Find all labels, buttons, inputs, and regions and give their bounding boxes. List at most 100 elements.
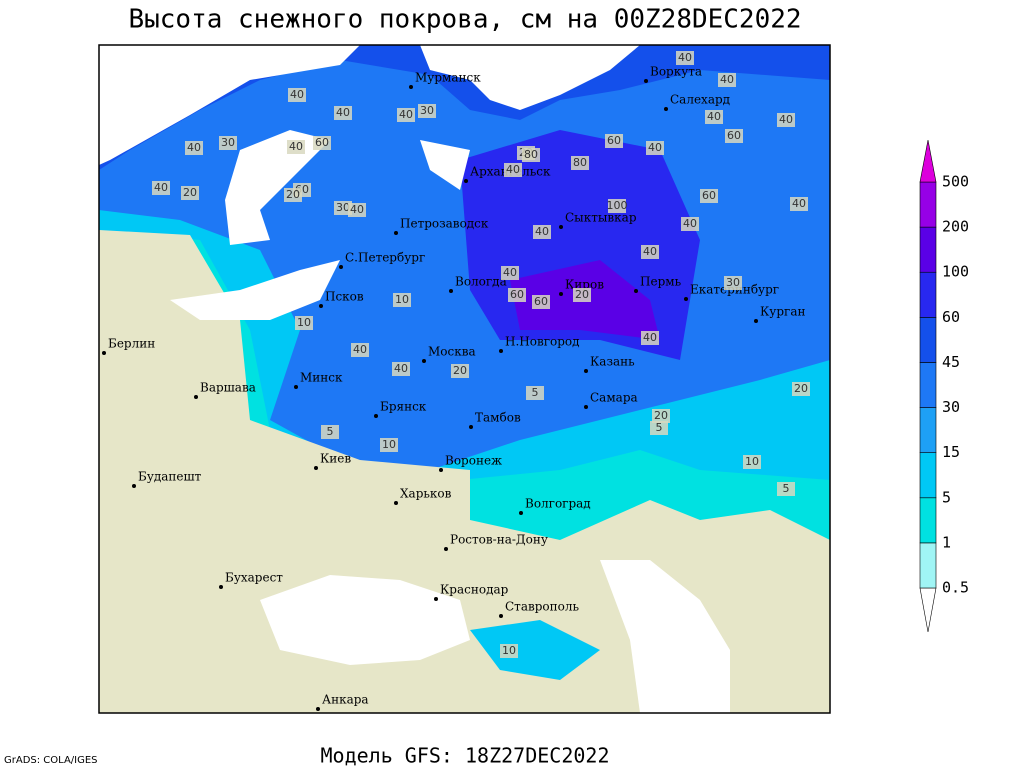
contour-label: 60 xyxy=(510,288,524,301)
contour-label-box xyxy=(650,421,668,435)
city-dot xyxy=(394,501,398,505)
city-label: Киев xyxy=(320,452,351,466)
contour-label: 40 xyxy=(154,181,168,194)
city-label: Ростов-на-Дону xyxy=(450,533,548,547)
colorbar-label: 30 xyxy=(942,398,960,416)
contour-label-box xyxy=(700,189,718,203)
contour-label: 40 xyxy=(506,163,520,176)
contour-label-box xyxy=(393,293,411,307)
contour-label-box xyxy=(724,276,742,290)
contour-label: 10 xyxy=(382,438,396,451)
contour-label: 5 xyxy=(532,386,539,399)
city-label: Самара xyxy=(590,391,638,405)
colorbar-label: 45 xyxy=(942,353,960,371)
city-label: Казань xyxy=(590,355,635,369)
city-label: Тамбов xyxy=(475,411,521,425)
contour-label-box xyxy=(313,136,331,150)
contour-label: 40 xyxy=(399,108,413,121)
contour-label-box xyxy=(501,266,519,280)
colorbar-segment xyxy=(919,317,937,363)
city-dot xyxy=(469,425,473,429)
colorbar-segment xyxy=(919,497,937,544)
city-label: Минск xyxy=(300,371,343,385)
city-label: Будапешт xyxy=(138,470,202,484)
contour-label: 40 xyxy=(350,203,364,216)
city-dot xyxy=(132,484,136,488)
contour-label-box xyxy=(295,316,313,330)
city-dot xyxy=(684,297,688,301)
city-label: С.Петербург xyxy=(345,251,425,265)
contour-label: 30 xyxy=(336,201,350,214)
contour-label: 40 xyxy=(643,245,657,258)
contour-label-box xyxy=(351,343,369,357)
contour-label: 40 xyxy=(290,88,304,101)
contour-label: 40 xyxy=(678,51,692,64)
city-dot xyxy=(519,511,523,515)
city-dot xyxy=(464,179,468,183)
contour-label-box xyxy=(533,225,551,239)
contour-label: 40 xyxy=(503,266,517,279)
city-dot xyxy=(409,85,413,89)
city-dot xyxy=(219,585,223,589)
contour-label: 80 xyxy=(524,148,538,161)
subtitle: Модель GFS: 18Z27DEC2022 xyxy=(321,744,610,768)
cities: МурманскВоркутаСалехардАрхангельскСыктыв… xyxy=(102,65,805,711)
contour-label: 10 xyxy=(502,644,516,657)
contour-label: 40 xyxy=(643,331,657,344)
contour-label: 60 xyxy=(315,136,329,149)
contour-label: 20 xyxy=(183,186,197,199)
contour-label: 40 xyxy=(289,140,303,153)
contour-label-box xyxy=(418,104,436,118)
city-dot xyxy=(316,707,320,711)
contour-label-box xyxy=(287,140,305,154)
contour-label: 30 xyxy=(221,136,235,149)
city-label: Воронеж xyxy=(445,454,502,468)
contour-label: 60 xyxy=(727,129,741,142)
city-dot xyxy=(339,265,343,269)
contour-label-box xyxy=(321,425,339,439)
city-dot xyxy=(449,289,453,293)
contour-label-box xyxy=(397,108,415,122)
contour-label-box xyxy=(777,482,795,496)
contour-label-box xyxy=(676,51,694,65)
contour-label-box xyxy=(718,73,736,87)
city-dot xyxy=(584,369,588,373)
contour-label: 40 xyxy=(535,225,549,238)
contour-label: 40 xyxy=(353,343,367,356)
contour-label: 80 xyxy=(573,156,587,169)
colorbar-label: 15 xyxy=(942,443,960,461)
contour-label: 20 xyxy=(453,364,467,377)
contour-label-box xyxy=(500,644,518,658)
contour-label: 10 xyxy=(745,455,759,468)
city-label: Москва xyxy=(428,345,476,359)
city-dot xyxy=(434,597,438,601)
contour-label-box xyxy=(777,113,795,127)
contour-label: 20 xyxy=(654,409,668,422)
city-label: Мурманск xyxy=(415,71,481,85)
contour-label: 40 xyxy=(683,217,697,230)
contour-labels: 4040604030403040204040604040808060404060… xyxy=(152,51,810,658)
contour-label-box xyxy=(219,136,237,150)
contour-label: 60 xyxy=(702,189,716,202)
city-dot xyxy=(634,289,638,293)
city-label: Ставрополь xyxy=(505,600,579,614)
city-label: Воркута xyxy=(650,65,702,79)
title: Высота снежного покрова, см на 00Z28DEC2… xyxy=(128,5,801,35)
colorbar-segment xyxy=(919,542,937,589)
city-dot xyxy=(102,351,106,355)
city-dot xyxy=(319,304,323,308)
contour-label: 10 xyxy=(297,316,311,329)
contour-label: 20 xyxy=(575,288,589,301)
colorbar-over xyxy=(919,139,937,183)
contour-label: 30 xyxy=(420,104,434,117)
contour-label-box xyxy=(334,201,352,215)
contour-label-box xyxy=(725,129,743,143)
city-label: Сыктывкар xyxy=(565,211,637,225)
contour-label: 40 xyxy=(394,362,408,375)
contour-label: 30 xyxy=(726,276,740,289)
city-label: Харьков xyxy=(400,487,452,501)
colorbar-under xyxy=(919,587,937,633)
colorbar-segment xyxy=(919,362,937,408)
